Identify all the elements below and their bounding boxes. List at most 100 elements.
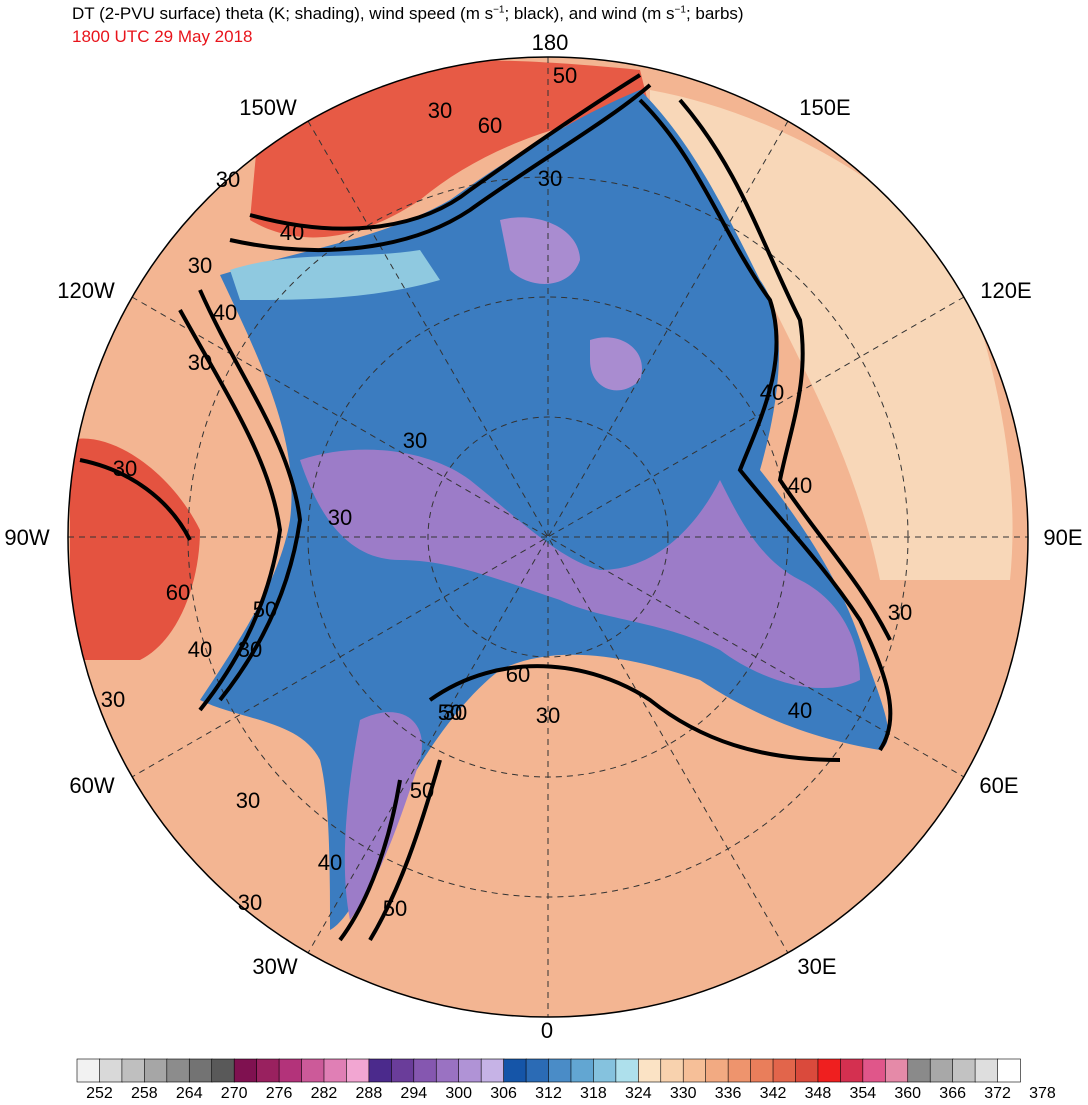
colorbar-tick-label: 252 bbox=[86, 1085, 113, 1102]
colorbar-tick-label: 372 bbox=[984, 1085, 1011, 1102]
colorbar-swatch bbox=[705, 1058, 729, 1083]
warm-red-region-west bbox=[70, 438, 200, 660]
colorbar-tick-label: 270 bbox=[220, 1085, 248, 1102]
colorbar-swatch bbox=[480, 1058, 505, 1083]
chart-title: DT (2-PVU surface) theta (K; shading), w… bbox=[72, 4, 744, 23]
lon-label-150w: 150W bbox=[239, 95, 297, 120]
contour-label: 30 bbox=[113, 456, 137, 481]
colorbar-swatch bbox=[278, 1058, 303, 1083]
contour-label: 40 bbox=[788, 698, 812, 723]
contour-label: 30 bbox=[188, 350, 212, 375]
colorbar-tick-label: 342 bbox=[759, 1085, 787, 1102]
lon-label-60e: 60E bbox=[979, 773, 1019, 798]
colorbar-tick-label: 300 bbox=[445, 1085, 473, 1102]
lon-label-60w: 60W bbox=[69, 773, 115, 798]
colorbar-tick-label: 324 bbox=[624, 1085, 652, 1102]
colorbar-swatch bbox=[368, 1058, 393, 1083]
contour-label: 40 bbox=[788, 473, 812, 498]
cold-purple-north bbox=[500, 217, 642, 391]
contour-label: 30 bbox=[216, 167, 240, 192]
wind-speed-contours bbox=[79, 73, 893, 942]
contour-label: 30 bbox=[101, 687, 125, 712]
colorbar-tick-label: 378 bbox=[1029, 1085, 1056, 1102]
cold-purple-atlantic bbox=[344, 712, 422, 920]
colorbar-tick-label: 288 bbox=[355, 1085, 383, 1102]
colorbar-tick-label: 282 bbox=[310, 1085, 338, 1102]
colorbar-swatch bbox=[884, 1058, 909, 1083]
colorbar-swatch bbox=[323, 1058, 348, 1083]
colorbar-tick-label: 336 bbox=[714, 1085, 742, 1102]
contour-label: 30 bbox=[428, 98, 452, 123]
contour-label: 40 bbox=[213, 300, 237, 325]
colorbar-swatch bbox=[188, 1058, 213, 1083]
map-border bbox=[67, 56, 1029, 1018]
lon-label-120w: 120W bbox=[57, 278, 115, 303]
colorbar-swatch bbox=[256, 1058, 280, 1083]
colorbar-tick-label: 348 bbox=[804, 1085, 832, 1102]
colorbar-swatch bbox=[413, 1058, 438, 1083]
colorbar-swatch bbox=[525, 1058, 550, 1083]
contour-label: 50 bbox=[553, 63, 577, 88]
lon-label-30e: 30E bbox=[797, 954, 837, 979]
lon-label-0: 0 bbox=[540, 1018, 554, 1043]
lon-label-90w: 90W bbox=[4, 525, 50, 550]
colorbar-swatch bbox=[346, 1058, 370, 1083]
colorbar-tick-label: 264 bbox=[175, 1085, 203, 1102]
colorbar-swatch bbox=[772, 1058, 797, 1083]
colorbar-swatch bbox=[952, 1058, 976, 1083]
colorbar-tick-label: 276 bbox=[265, 1085, 293, 1102]
colorbar-swatch bbox=[99, 1058, 123, 1083]
contour-label: 50 bbox=[438, 700, 462, 725]
colorbar-swatch bbox=[817, 1058, 842, 1083]
colorbar-swatch bbox=[929, 1058, 954, 1083]
colorbar-swatch bbox=[391, 1058, 415, 1083]
colorbar-tick-label: 354 bbox=[849, 1085, 877, 1102]
contour-label: 30 bbox=[238, 890, 262, 915]
contour-label: 30 bbox=[536, 703, 560, 728]
colorbar-tick-label: 258 bbox=[130, 1085, 158, 1102]
colorbar-swatch bbox=[435, 1058, 460, 1083]
colorbar-swatch bbox=[166, 1058, 191, 1083]
lon-label-120e: 120E bbox=[980, 278, 1032, 303]
colorbar-swatch bbox=[211, 1058, 235, 1083]
valid-time: 1800 UTC 29 May 2018 bbox=[72, 27, 253, 46]
contour-label: 60 bbox=[478, 113, 502, 138]
colorbar-swatch bbox=[503, 1058, 527, 1083]
colorbar-swatch bbox=[682, 1058, 707, 1083]
colorbar-swatch bbox=[458, 1058, 482, 1083]
colorbar bbox=[76, 1058, 1021, 1083]
contour-label: 40 bbox=[280, 220, 304, 245]
map-disc bbox=[68, 57, 1028, 1017]
colorbar-tick-label: 366 bbox=[939, 1085, 966, 1102]
colorbar-tick-label: 360 bbox=[894, 1085, 922, 1102]
colorbar-swatch bbox=[750, 1058, 774, 1083]
colorbar-tick-label: 312 bbox=[535, 1085, 562, 1102]
colorbar-swatch bbox=[121, 1058, 146, 1083]
lon-label-30w: 30W bbox=[252, 954, 298, 979]
colorbar-swatch bbox=[862, 1058, 887, 1083]
colorbar-swatch bbox=[76, 1058, 101, 1083]
colorbar-swatch bbox=[593, 1058, 617, 1083]
light-blue-ridge bbox=[230, 250, 440, 300]
colorbar-swatch bbox=[233, 1058, 258, 1083]
contour-label: 30 bbox=[443, 700, 467, 725]
contour-label: 30 bbox=[403, 428, 427, 453]
cold-purple-core bbox=[300, 449, 860, 689]
colorbar-swatch bbox=[840, 1058, 864, 1083]
contour-label: 30 bbox=[888, 600, 912, 625]
lon-label-150e: 150E bbox=[799, 95, 851, 120]
contour-label: 40 bbox=[318, 850, 342, 875]
colorbar-tick-label: 294 bbox=[400, 1085, 428, 1102]
colorbar-swatch bbox=[907, 1058, 931, 1083]
contour-label: 40 bbox=[760, 380, 784, 405]
contour-label: 50 bbox=[383, 896, 407, 921]
contour-label: 40 bbox=[188, 637, 212, 662]
contour-label: 30 bbox=[328, 505, 352, 530]
colorbar-swatch bbox=[795, 1058, 819, 1083]
contour-label: 60 bbox=[506, 662, 530, 687]
lon-label-90e: 90E bbox=[1043, 525, 1083, 550]
contour-label: 60 bbox=[166, 580, 190, 605]
warm-red-region-north bbox=[250, 60, 650, 238]
